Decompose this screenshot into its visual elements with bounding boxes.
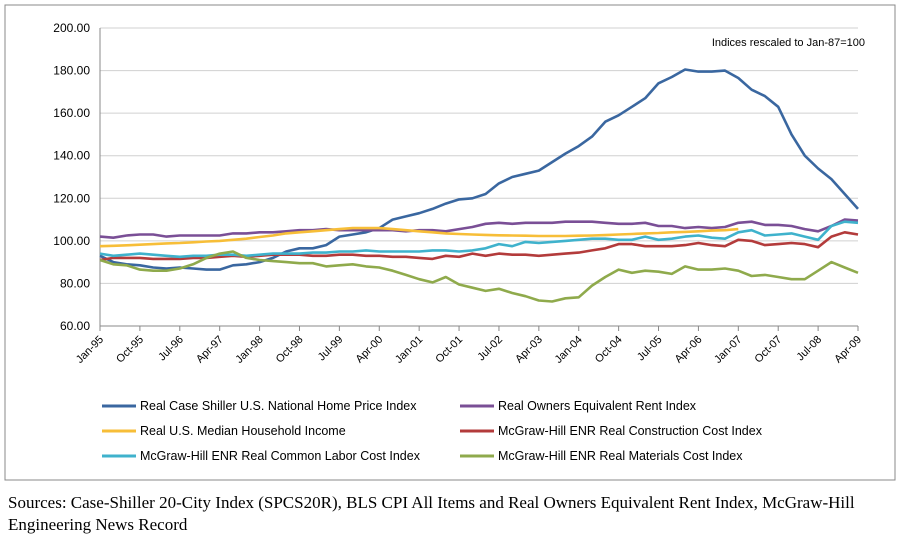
- y-tick-label: 160.00: [53, 106, 90, 120]
- series-line: [99, 68, 859, 271]
- series-line: [99, 250, 859, 303]
- y-tick-label: 140.00: [53, 149, 90, 163]
- series-line: [99, 218, 859, 239]
- chart: Indices rescaled to Jan-87=100 60.00 80.0…: [4, 4, 896, 481]
- legend-label: McGraw-Hill ENR Real Common Labor Cost I…: [140, 449, 421, 463]
- y-tick-label: 100.00: [53, 234, 90, 248]
- series-line: [99, 231, 859, 262]
- legend-label: Real U.S. Median Household Income: [140, 424, 346, 438]
- y-tick-label: 200.00: [53, 21, 90, 35]
- y-tick-label: 180.00: [53, 64, 90, 78]
- series-line: [99, 226, 739, 248]
- y-tick-label: 60.00: [60, 319, 90, 333]
- source-note: Sources: Case-Shiller 20-City Index (SPC…: [8, 493, 855, 534]
- series-line: [99, 220, 859, 259]
- legend-label: Real Owners Equivalent Rent Index: [498, 399, 697, 413]
- y-tick-label: 120.00: [53, 191, 90, 205]
- annotation: Indices rescaled to Jan-87=100: [712, 37, 865, 49]
- y-tick-label: 80.00: [60, 276, 90, 290]
- legend-label: McGraw-Hill ENR Real Construction Cost I…: [498, 424, 763, 438]
- chart-border: [4, 4, 896, 481]
- legend-label: McGraw-Hill ENR Real Materials Cost Inde…: [498, 449, 743, 463]
- legend-label: Real Case Shiller U.S. National Home Pri…: [140, 399, 417, 413]
